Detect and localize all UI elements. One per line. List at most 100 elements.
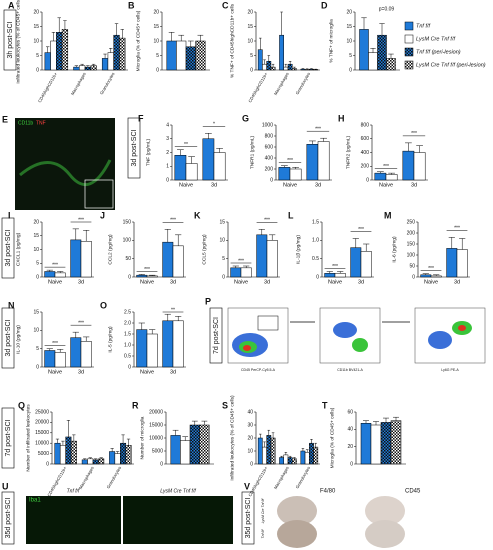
x-tick-label: Naive — [179, 182, 193, 188]
error-bar — [66, 420, 71, 437]
side-box — [3, 9, 17, 71]
y-tick-label: 15000 — [35, 430, 49, 436]
bar — [59, 445, 66, 465]
y-tick-label: 0 — [156, 67, 159, 73]
legend-label: LysM Cre Tnf f/f (peri-lesion) — [416, 62, 486, 68]
error-bar — [149, 274, 156, 276]
x-tick-label: 3d — [454, 279, 460, 285]
bar — [54, 442, 61, 465]
panel-letter: M — [384, 210, 392, 220]
bar — [390, 420, 402, 465]
side-label: 3h post-SCI — [7, 21, 14, 58]
y-tick-label: 0 — [160, 461, 163, 467]
x-tick-label: Granulocytes — [99, 72, 116, 96]
bar — [44, 271, 56, 278]
y-tick-label: 100 — [407, 252, 416, 258]
error-bar — [164, 313, 171, 321]
bar — [420, 274, 432, 278]
error-bar — [280, 455, 283, 458]
error-bar — [164, 229, 171, 243]
y-axis-label: CCL2 (pg/mg) — [107, 234, 113, 265]
y-tick-label: 0 — [166, 177, 169, 183]
error-bar — [377, 171, 384, 174]
sig-label: * — [213, 122, 215, 128]
error-bar — [269, 234, 276, 241]
bar — [456, 249, 468, 278]
x-tick-label: Macrophages — [273, 466, 290, 490]
side-label: 3d post-SCI — [131, 129, 138, 166]
y-tick-label: 2.0 — [124, 320, 131, 326]
y-tick-label: 1.0 — [312, 238, 319, 244]
bar — [174, 155, 187, 181]
y-tick-label: 10 — [219, 238, 225, 244]
x-tick-label: Naive — [48, 369, 62, 375]
y-axis-label: CXCL1 (pg/mg) — [15, 232, 21, 266]
error-bar — [120, 29, 124, 39]
error-bar — [263, 59, 266, 65]
x-tick-label: Naive — [140, 369, 154, 375]
y-tick-label: 0 — [350, 461, 353, 467]
error-bar — [363, 420, 369, 424]
error-bar — [57, 349, 64, 353]
error-bar — [310, 439, 313, 444]
error-bar — [448, 237, 455, 249]
error-bar — [388, 53, 394, 59]
bar — [266, 61, 272, 71]
x-tick-label: 3d — [315, 182, 321, 188]
y-tick-label: 200 — [265, 166, 274, 172]
error-bar — [175, 234, 182, 246]
sig-label: *** — [78, 217, 84, 223]
y-tick-label: 10000 — [149, 435, 163, 441]
y-tick-label: 15 — [247, 24, 253, 30]
error-bar — [288, 61, 292, 65]
error-bar — [271, 432, 275, 438]
y-tick-label: 10 — [153, 38, 159, 44]
y-tick-label: 250 — [407, 219, 416, 225]
y-axis-label: Number of infiltrated leukocytes — [25, 404, 31, 472]
bar — [279, 457, 284, 465]
error-bar — [91, 63, 96, 66]
error-bar — [74, 65, 79, 68]
error-bar — [393, 416, 399, 421]
bar — [185, 46, 196, 71]
bar — [283, 66, 289, 71]
x-tick-label: CD45highCD11b+ — [37, 71, 59, 103]
bar — [65, 436, 72, 465]
bar — [287, 457, 293, 465]
x-tick-label: 3d — [211, 182, 217, 188]
micrograph — [26, 496, 121, 544]
bar — [306, 144, 319, 181]
error-bar — [301, 448, 305, 451]
y-tick-label: 0 — [250, 67, 253, 73]
error-bar — [314, 442, 318, 448]
panel-letter: R — [132, 400, 139, 410]
y-axis-label: TNF (pg/mL) — [145, 139, 151, 167]
bar — [202, 138, 215, 181]
image-title: F4/80 — [320, 489, 336, 495]
y-tick-label: 2 — [166, 150, 169, 156]
x-tick-label: Naive — [379, 182, 393, 188]
sig-label: *** — [411, 131, 417, 137]
bar — [125, 445, 132, 465]
y-tick-label: 0 — [270, 177, 273, 183]
side-box — [1, 307, 15, 369]
bar — [270, 437, 276, 465]
error-bar — [72, 331, 79, 338]
row-label: Tnf f/f — [261, 529, 265, 539]
sig-label: *** — [358, 227, 364, 233]
y-tick-label: 5 — [222, 256, 225, 262]
y-axis-label: % TNF+ of CD45highCD11b+ cells — [229, 3, 235, 78]
bar — [185, 163, 198, 181]
error-bar — [46, 348, 53, 351]
y-tick-label: 10 — [346, 38, 352, 44]
error-bar — [293, 457, 296, 459]
x-tick-label: Macrophages — [273, 72, 290, 96]
y-tick-label: 1.0 — [124, 342, 131, 348]
y-tick-label: 5000 — [152, 448, 163, 454]
y-tick-label: 5 — [36, 346, 39, 352]
x-tick-label: Granulocytes — [294, 466, 311, 490]
error-bar — [83, 336, 90, 342]
bar — [162, 320, 174, 368]
bar — [300, 450, 306, 465]
bar — [360, 423, 372, 465]
